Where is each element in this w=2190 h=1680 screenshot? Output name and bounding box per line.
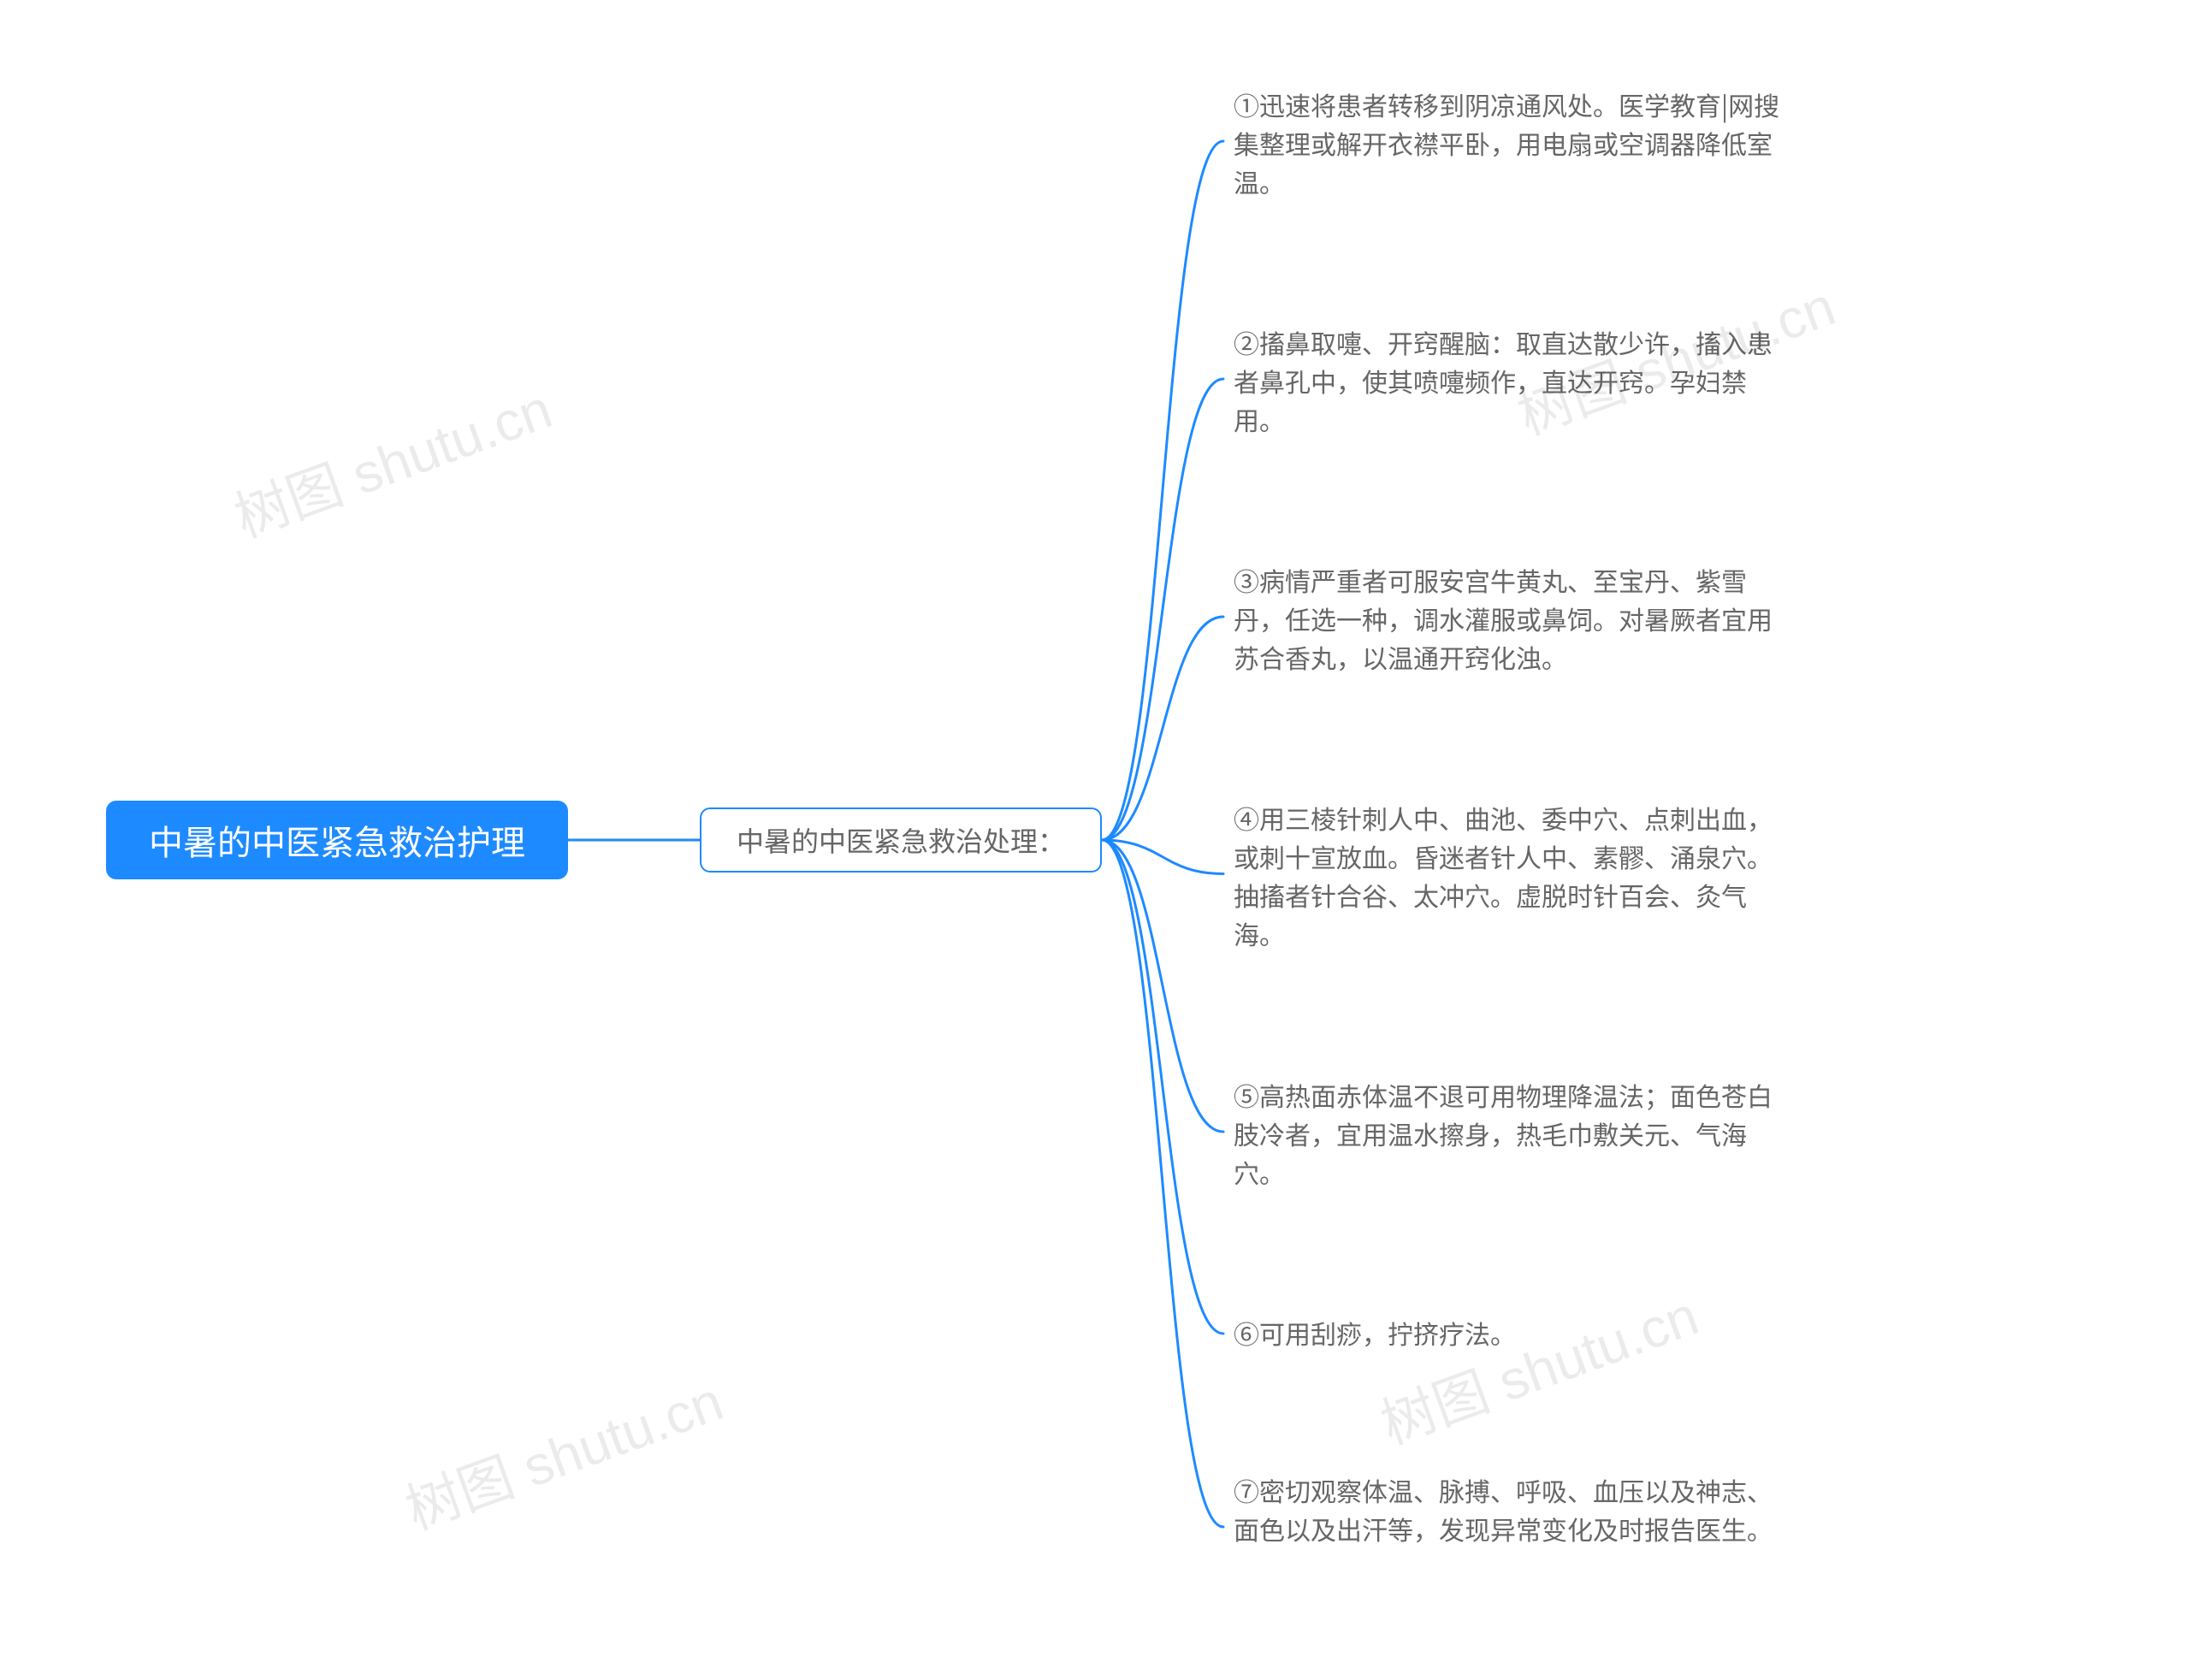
leaf-node-label: ⑥可用刮痧，拧挤疗法。 bbox=[1234, 1314, 1516, 1352]
leaf-node-label: ③病情严重者可服安宫牛黄丸、至宝丹、紫雪丹，任选一种，调水灌服或鼻饲。对暑厥者宜… bbox=[1234, 561, 1773, 676]
leaf-node-6[interactable]: ⑥可用刮痧，拧挤疗法。 bbox=[1234, 1314, 1790, 1353]
sub-node-label: 中暑的中医紧急救治处理： bbox=[737, 820, 1065, 860]
leaf-node-3[interactable]: ③病情严重者可服安宫牛黄丸、至宝丹、紫雪丹，任选一种，调水灌服或鼻饲。对暑厥者宜… bbox=[1234, 561, 1790, 677]
leaf-node-4[interactable]: ④用三棱针刺人中、曲池、委中穴、点刺出血，或刺十宣放血。昏迷者针人中、素髎、涌泉… bbox=[1234, 799, 1790, 953]
leaf-node-label: ②搐鼻取嚏、开窍醒脑：取直达散少许，搐入患者鼻孔中，使其喷嚏频作，直达开窍。孕妇… bbox=[1234, 323, 1773, 438]
mindmap-canvas: 中暑的中医紧急救治护理 中暑的中医紧急救治处理： ①迅速将患者转移到阴凉通风处。医学… bbox=[0, 0, 2190, 1680]
watermark: 树图 shutu.cn bbox=[222, 365, 561, 553]
root-node-label: 中暑的中医紧急救治护理 bbox=[149, 815, 525, 865]
watermark: 树图 shutu.cn bbox=[1369, 1272, 1708, 1459]
leaf-node-2[interactable]: ②搐鼻取嚏、开窍醒脑：取直达散少许，搐入患者鼻孔中，使其喷嚏频作，直达开窍。孕妇… bbox=[1234, 323, 1790, 439]
leaf-node-label: ①迅速将患者转移到阴凉通风处。医学教育|网搜集整理或解开衣襟平卧，用电扇或空调器… bbox=[1234, 86, 1779, 200]
leaf-node-label: ⑦密切观察体温、脉搏、呼吸、血压以及神志、面色以及出汗等，发现异常变化及时报告医… bbox=[1234, 1471, 1773, 1547]
leaf-node-1[interactable]: ①迅速将患者转移到阴凉通风处。医学教育|网搜集整理或解开衣襟平卧，用电扇或空调器… bbox=[1234, 86, 1790, 201]
leaf-node-label: ⑤高热面赤体温不退可用物理降温法；面色苍白肢冷者，宜用温水擦身，热毛巾敷关元、气… bbox=[1234, 1076, 1773, 1191]
leaf-node-label: ④用三棱针刺人中、曲池、委中穴、点刺出血，或刺十宣放血。昏迷者针人中、素髎、涌泉… bbox=[1234, 799, 1773, 952]
watermark: 树图 shutu.cn bbox=[394, 1358, 732, 1545]
leaf-node-5[interactable]: ⑤高热面赤体温不退可用物理降温法；面色苍白肢冷者，宜用温水擦身，热毛巾敷关元、气… bbox=[1234, 1076, 1790, 1192]
root-node[interactable]: 中暑的中医紧急救治护理 bbox=[106, 801, 568, 879]
sub-node[interactable]: 中暑的中医紧急救治处理： bbox=[700, 807, 1102, 873]
leaf-node-7[interactable]: ⑦密切观察体温、脉搏、呼吸、血压以及神志、面色以及出汗等，发现异常变化及时报告医… bbox=[1234, 1471, 1790, 1582]
